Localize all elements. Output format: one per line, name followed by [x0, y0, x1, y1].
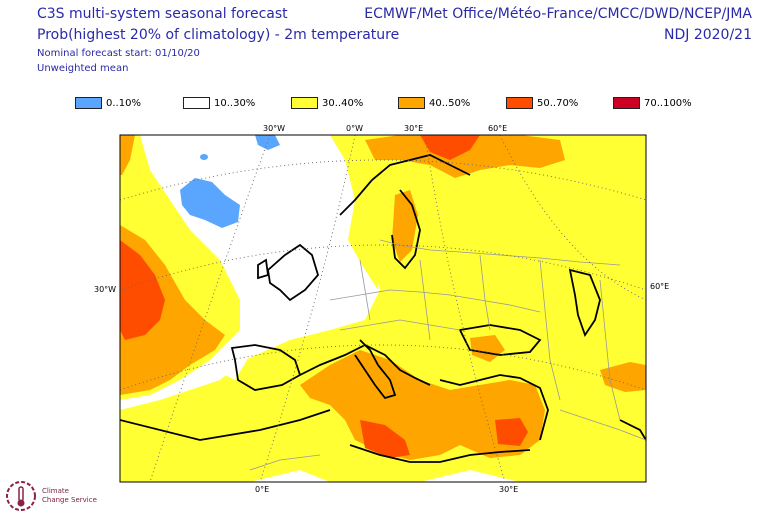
- copernicus-climate-logo-icon: [6, 481, 36, 511]
- region-orange-arctic: [365, 135, 565, 178]
- legend-label-10-30: 10..30%: [214, 97, 256, 109]
- agencies-label: ECMWF/Met Office/Météo-France/CMCC/DWD/N…: [364, 6, 752, 22]
- legend-swatch-10-30: [183, 97, 210, 109]
- legend-swatch-50-70: [506, 97, 533, 109]
- region-yellow-north: [330, 135, 380, 290]
- lon-label-bottom-0: 0°E: [255, 485, 269, 494]
- legend-item-50-70: 50..70%: [506, 95, 578, 111]
- title-line-1: C3S multi-system seasonal forecast: [37, 6, 288, 22]
- legend-swatch-30-40: [291, 97, 318, 109]
- legend-swatch-40-50: [398, 97, 425, 109]
- mean-type-label: Unweighted mean: [37, 63, 129, 74]
- legend-item-40-50: 40..50%: [398, 95, 470, 111]
- lon-label-top-60e: 60°E: [488, 124, 507, 133]
- region-orange-northwest: [120, 135, 135, 175]
- forecast-start-label: Nominal forecast start: 01/10/20: [37, 48, 200, 59]
- lon-label-bottom-30e: 30°E: [499, 485, 518, 494]
- probability-legend: 0..10% 10..30% 30..40% 40..50% 50..70% 7…: [75, 95, 715, 111]
- region-blue-greenland: [255, 135, 280, 150]
- logo-text: Climate Change Service: [42, 487, 97, 505]
- lon-label-right-60e: 60°E: [650, 282, 669, 291]
- lon-label-top-0: 0°W: [346, 124, 363, 133]
- region-blue-atlantic: [180, 178, 240, 228]
- lon-label-top-30e: 30°E: [404, 124, 423, 133]
- logo-line-2: Change Service: [42, 496, 97, 504]
- legend-label-50-70: 50..70%: [537, 97, 579, 109]
- legend-item-30-40: 30..40%: [291, 95, 363, 111]
- legend-swatch-0-10: [75, 97, 102, 109]
- map-frame: [119, 134, 647, 483]
- legend-label-0-10: 0..10%: [106, 97, 141, 109]
- logo-line-1: Climate: [42, 487, 69, 495]
- region-orange-scandinavia: [392, 190, 418, 262]
- region-red-atlantic: [120, 240, 165, 340]
- legend-item-70-100: 70..100%: [613, 95, 692, 111]
- graticule: [120, 135, 646, 482]
- coastlines: [120, 154, 646, 463]
- title-line-2: Prob(highest 20% of climatology) - 2m te…: [37, 27, 400, 43]
- region-red-arctic: [420, 135, 480, 160]
- region-orange-mediterranean: [300, 350, 545, 460]
- legend-label-40-50: 40..50%: [429, 97, 471, 109]
- lon-label-left-30w: 30°W: [94, 285, 116, 294]
- copernicus-logo: Climate Change Service: [4, 478, 114, 518]
- region-blue-dot: [200, 154, 208, 160]
- region-red-libya: [360, 420, 410, 458]
- lon-label-top-30w: 30°W: [263, 124, 285, 133]
- legend-item-10-30: 10..30%: [183, 95, 255, 111]
- season-label: NDJ 2020/21: [664, 27, 752, 43]
- legend-item-0-10: 0..10%: [75, 95, 141, 111]
- region-red-levant: [495, 418, 528, 446]
- country-borders: [249, 239, 646, 471]
- legend-label-30-40: 30..40%: [322, 97, 364, 109]
- legend-label-70-100: 70..100%: [644, 97, 692, 109]
- legend-swatch-70-100: [613, 97, 640, 109]
